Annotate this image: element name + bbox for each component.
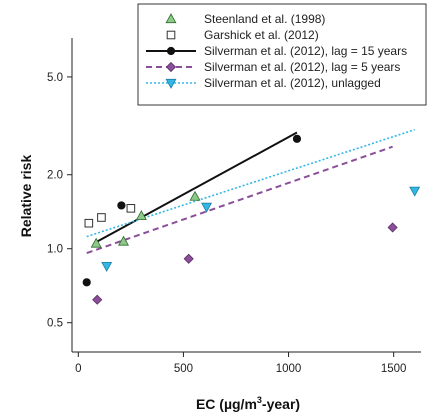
x-ticks: 0 500 1000 1500 — [75, 352, 406, 375]
legend-box — [137, 3, 427, 106]
data-point — [189, 190, 201, 201]
data-point — [387, 222, 398, 233]
data-point — [183, 253, 194, 264]
data-point — [409, 186, 421, 197]
y-tick-label: 5.0 — [47, 72, 63, 84]
x-tick-label: 1000 — [276, 363, 302, 375]
legend-marker — [166, 30, 176, 40]
data-point — [292, 134, 302, 143]
series-points — [82, 134, 421, 305]
x-tick-label: 1500 — [381, 363, 407, 375]
data-point — [135, 210, 147, 220]
x-tick-label: 500 — [174, 363, 193, 375]
legend-label: Silverman et al. (2012), lag = 15 years — [204, 44, 407, 58]
data-point — [101, 261, 113, 272]
data-point — [126, 204, 136, 213]
legend-entries: Steenland et al. (1998) Garshick et al. (… — [146, 12, 407, 90]
data-point — [84, 218, 94, 228]
legend-marker — [165, 13, 177, 24]
series-line-3 — [86, 145, 393, 255]
y-tick-label: 1.0 — [47, 244, 63, 256]
series-lines — [86, 128, 415, 255]
y-tick-label: 0.5 — [47, 318, 63, 330]
y-tick-label: 2.0 — [47, 170, 63, 182]
legend-label: Garshick et al. (2012) — [204, 28, 319, 42]
plot-area: 0 500 1000 1500 0.5 1.0 2.0 5.0 — [47, 38, 421, 375]
x-tick-label: 0 — [75, 363, 81, 375]
data-point — [92, 294, 103, 305]
series-line-2 — [96, 131, 298, 243]
data-point — [90, 237, 102, 248]
data-point — [117, 201, 126, 210]
legend-label: Steenland et al. (1998) — [204, 12, 325, 26]
legend-marker — [166, 46, 176, 56]
y-ticks: 0.5 1.0 2.0 5.0 — [47, 72, 72, 330]
legend-marker — [165, 61, 177, 73]
data-point — [97, 213, 106, 222]
legend-label: Silverman et al. (2012), lag = 5 years — [204, 60, 400, 74]
data-point — [82, 278, 91, 287]
y-axis-label: Relative risk — [18, 155, 34, 238]
legend-marker — [165, 78, 177, 89]
legend-label: Silverman et al. (2012), unlagged — [204, 76, 381, 90]
data-point — [201, 202, 213, 213]
x-axis-label: EC (µg/m3-year) — [196, 395, 300, 412]
legend: Steenland et al. (1998) Garshick et al. (… — [137, 3, 427, 106]
data-point — [118, 235, 129, 246]
